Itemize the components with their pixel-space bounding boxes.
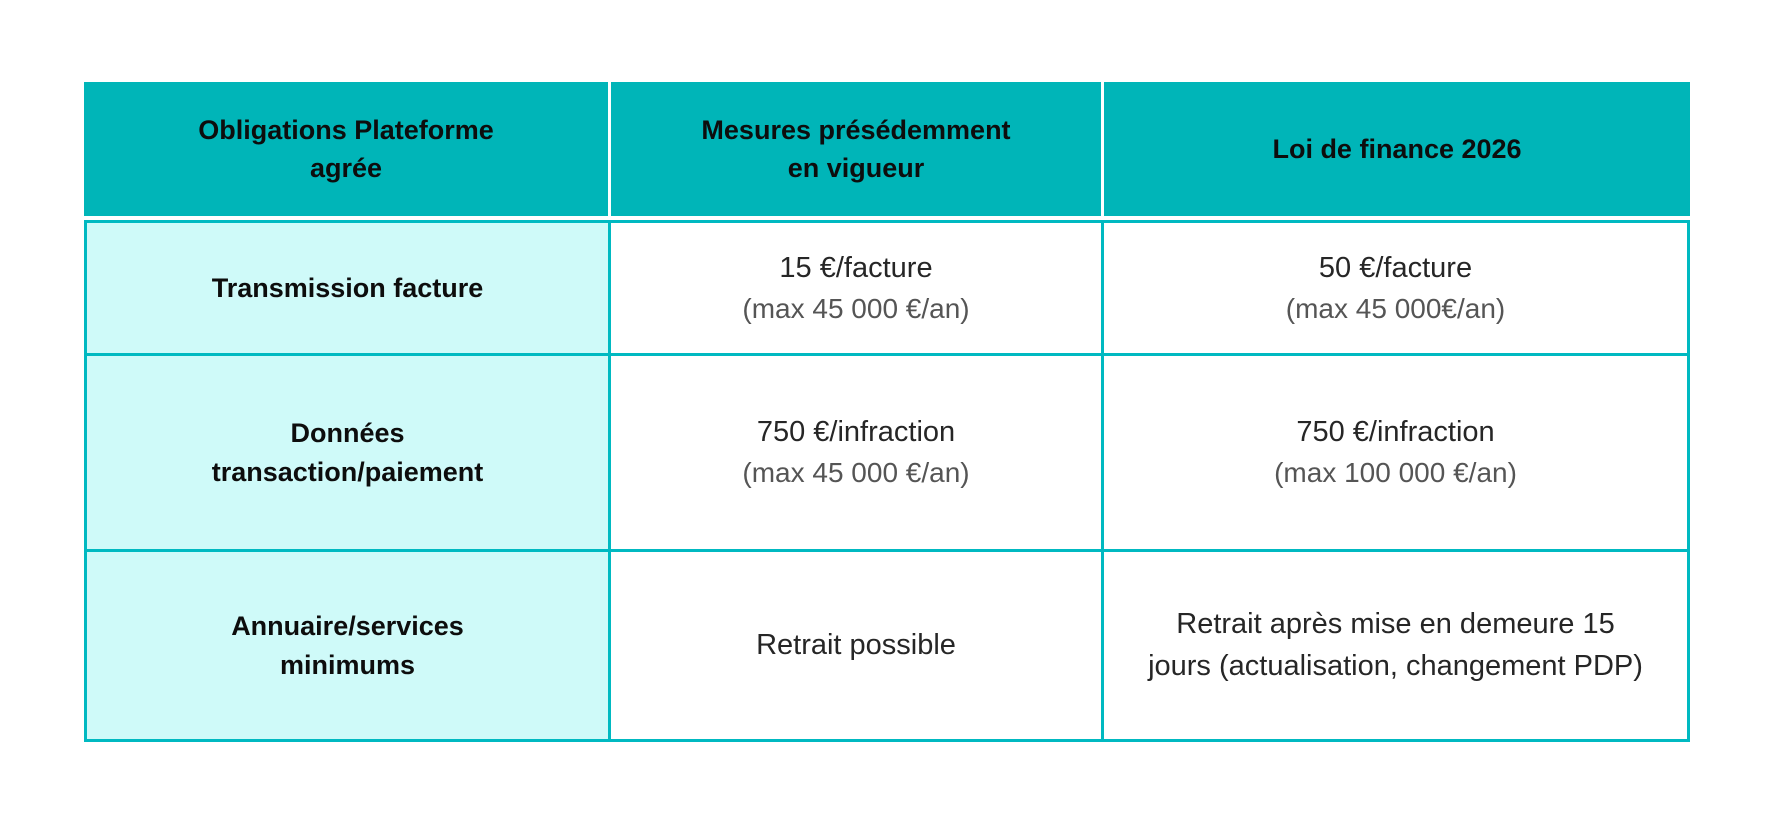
- header-label-law-2026: Loi de finance 2026: [1272, 133, 1522, 164]
- penalties-table: Obligations Plateforme agrée Mesures pré…: [84, 82, 1690, 742]
- cell-donnees-previous: 750 €/infraction (max 45 000 €/an): [611, 356, 1104, 552]
- penalty-cap-note: (max 100 000 €/an): [1274, 457, 1517, 489]
- row-label-text: Annuaire/services minimums: [231, 611, 464, 680]
- header-label-obligations: Obligations Plateforme agrée: [198, 114, 494, 183]
- row-label-donnees-transaction: Données transaction/paiement: [84, 356, 611, 552]
- penalty-cap-note: (max 45 000€/an): [1285, 292, 1506, 324]
- penalty-description: Retrait après mise en demeure 15 jours (…: [1148, 608, 1643, 682]
- header-cell-law-2026: Loi de finance 2026: [1104, 82, 1690, 220]
- penalty-amount: 750 €/infraction: [756, 416, 956, 449]
- penalty-amount: 750 €/infraction: [1296, 416, 1495, 449]
- penalty-cap-note: (max 45 000 €/an): [742, 457, 970, 489]
- row-label-annuaire-services: Annuaire/services minimums: [84, 552, 611, 742]
- cell-annuaire-previous: Retrait possible: [611, 552, 1104, 742]
- penalty-amount: 50 €/facture: [1318, 251, 1473, 284]
- header-label-previous-measures: Mesures présédemment en vigueur: [701, 114, 1011, 183]
- cell-donnees-law2026: 750 €/infraction (max 100 000 €/an): [1104, 356, 1690, 552]
- header-cell-obligations: Obligations Plateforme agrée: [84, 82, 611, 220]
- row-label-text: Données transaction/paiement: [211, 418, 484, 487]
- penalty-cap-note: (max 45 000 €/an): [742, 292, 970, 324]
- cell-transmission-previous: 15 €/facture (max 45 000 €/an): [611, 220, 1104, 356]
- cell-transmission-law2026: 50 €/facture (max 45 000€/an): [1104, 220, 1690, 356]
- penalty-description: Retrait possible: [756, 628, 956, 661]
- row-label-text: Transmission facture: [211, 272, 484, 303]
- row-label-transmission-facture: Transmission facture: [84, 220, 611, 356]
- header-cell-previous-measures: Mesures présédemment en vigueur: [611, 82, 1104, 220]
- penalty-amount: 15 €/facture: [779, 251, 933, 284]
- cell-annuaire-law2026: Retrait après mise en demeure 15 jours (…: [1104, 552, 1690, 742]
